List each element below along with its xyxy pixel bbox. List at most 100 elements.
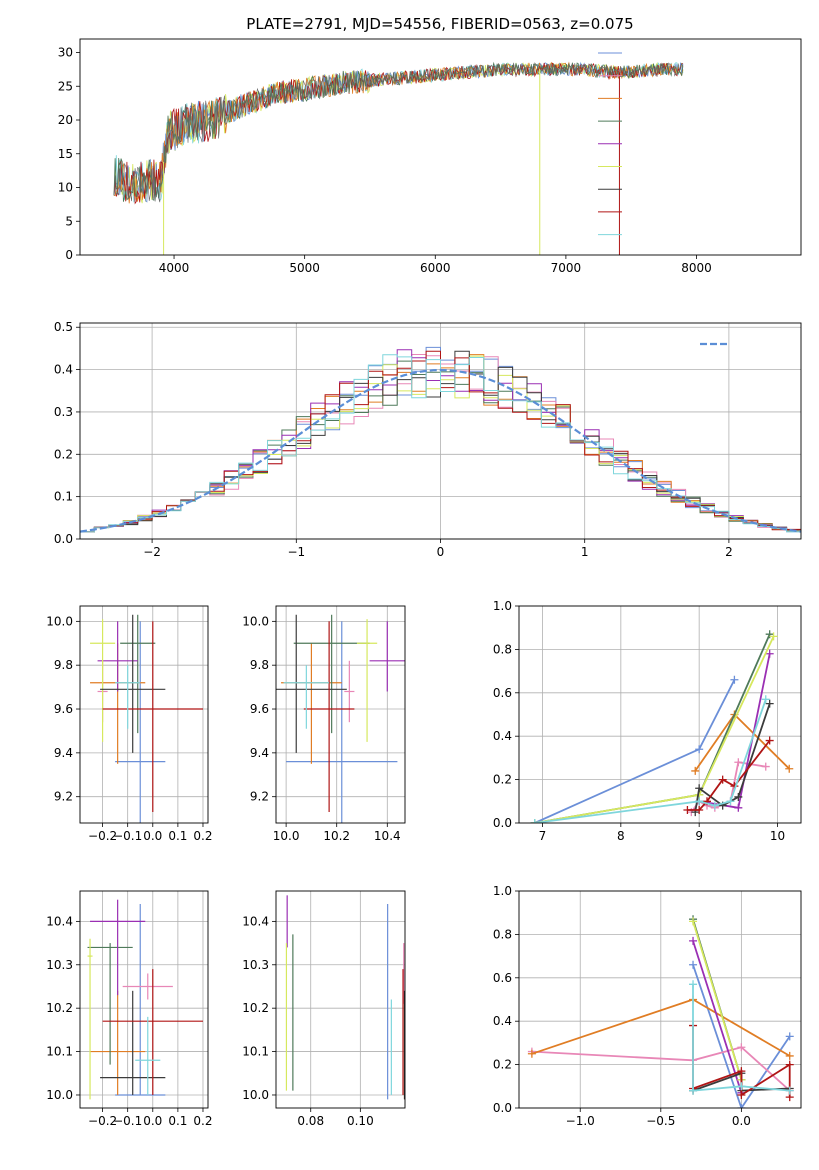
axes-frame	[518, 890, 802, 1109]
y-tick-label: 0.1	[54, 490, 73, 504]
axes-frame	[79, 38, 802, 256]
panel-weight-vs-age: 7 8 9 10 0.0 0.2 0.4 0.6 0.8 1.0	[493, 599, 802, 843]
y-tick-label: 0.4	[493, 729, 512, 743]
y-tick-label: 9.8	[250, 658, 269, 672]
weight-marker	[734, 803, 743, 812]
axes-decor-residuals: −2 −1 0 1 2 0.0 0.1 0.2 0.3 0.4 0.5	[54, 320, 802, 559]
x-tick-label: 10.0	[273, 829, 300, 843]
y-tick-label: 0.6	[493, 971, 512, 985]
y-tick-label: 9.2	[250, 790, 269, 804]
x-tick-label: −2	[143, 545, 161, 559]
histogram-kroupa-stelib	[80, 354, 801, 539]
axes-frame	[275, 605, 406, 824]
x-tick-label: 7000	[551, 261, 582, 275]
panels: 4000 5000 6000 7000 8000 0 5 10 15 20 25 30 −2 −1 0 1 2 0…	[46, 38, 802, 1128]
y-tick-label: 9.6	[250, 702, 269, 716]
weight-marker	[683, 805, 692, 814]
y-tick-label: 0	[65, 248, 73, 262]
weight-marker	[765, 736, 774, 745]
y-tick-label: 9.2	[54, 790, 73, 804]
y-tick-label: 0.3	[54, 405, 73, 419]
y-tick-label: 0.2	[493, 1058, 512, 1072]
y-tick-label: 0.5	[54, 320, 73, 334]
axes-decor-age-vs-mass: 10.0 10.2 10.4 9.2 9.4 9.6 9.8 10.0	[242, 605, 406, 843]
weight-marker	[689, 980, 698, 989]
y-tick-label: 10.3	[46, 958, 73, 972]
weight-line	[692, 964, 791, 1108]
weight-marker	[695, 745, 704, 754]
x-tick-label: 10.2	[323, 829, 350, 843]
y-tick-label: 0.4	[54, 363, 73, 377]
weight-marker	[689, 960, 698, 969]
weight-marker	[695, 797, 704, 806]
x-tick-label: 10	[770, 829, 785, 843]
y-tick-label: 9.6	[54, 702, 73, 716]
weight-marker	[726, 797, 735, 806]
weight-marker	[769, 632, 778, 641]
x-tick-label: 0.10	[347, 1114, 374, 1128]
weight-marker	[737, 1090, 746, 1099]
y-tick-label: 1.0	[493, 884, 512, 898]
axes-decor-weight-vs-Z: −1.0 −0.5 0.0 0.0 0.2 0.4 0.6 0.8 1.0	[493, 884, 802, 1128]
x-tick-label: 0.0	[143, 829, 162, 843]
x-tick-label: 8	[617, 829, 625, 843]
weight-marker	[695, 805, 704, 814]
x-tick-label: 5000	[289, 261, 320, 275]
y-tick-label: 10.0	[46, 614, 73, 628]
axes-decor-mass-vs-Z: −0.2−0.1 0.0 0.1 0.2 10.0 10.1 10.2 10.3 10.4	[46, 890, 213, 1128]
plot-area-weight-vs-age	[530, 630, 794, 823]
panel-age-vs-Z: −0.2−0.1 0.0 0.1 0.2 9.2 9.4 9.6 9.8 10.0	[46, 605, 213, 843]
weight-marker	[737, 1043, 746, 1052]
panel-weight-vs-Z: −1.0 −0.5 0.0 0.0 0.2 0.4 0.6 0.8 1.0	[493, 884, 802, 1128]
gaussian-curve	[80, 368, 801, 533]
y-tick-label: 10.0	[242, 1088, 269, 1102]
spectrum-legend	[598, 52, 622, 236]
plot-area-spectrum	[113, 61, 684, 255]
x-tick-label: 0.0	[143, 1114, 162, 1128]
x-tick-label: 8000	[681, 261, 712, 275]
axes-decor-mass-vs-ebv: 0.08 0.10 10.0 10.1 10.2 10.3 10.4	[242, 890, 406, 1128]
spectrum-line-chabrier-stelib	[113, 62, 684, 203]
x-tick-label: 4000	[159, 261, 190, 275]
weight-marker	[737, 1067, 746, 1076]
y-tick-label: 15	[58, 147, 73, 161]
x-tick-label: 1	[581, 545, 589, 559]
weight-marker	[695, 784, 704, 793]
weight-marker	[527, 1049, 536, 1058]
weight-marker	[530, 819, 539, 823]
weight-marker	[765, 699, 774, 708]
weight-marker	[785, 1051, 794, 1060]
x-tick-label: 10.4	[374, 829, 401, 843]
y-tick-label: 0.0	[493, 1101, 512, 1115]
x-tick-label: 0	[437, 545, 445, 559]
y-tick-label: 0.8	[493, 642, 512, 656]
weight-marker	[785, 1060, 794, 1069]
weight-line	[531, 1046, 791, 1092]
spectrum-line-kroupa-miles	[113, 61, 684, 204]
y-tick-label: 9.8	[54, 658, 73, 672]
y-tick-label: 1.0	[493, 599, 512, 613]
x-tick-label: −1	[287, 545, 305, 559]
y-tick-label: 10.1	[242, 1045, 269, 1059]
x-tick-label: −0.1	[113, 1114, 142, 1128]
weight-line	[692, 921, 743, 1081]
y-tick-label: 10.1	[46, 1045, 73, 1059]
y-tick-label: 0.2	[493, 773, 512, 787]
axes-frame	[79, 890, 209, 1109]
axes-decor-spectrum: 4000 5000 6000 7000 8000 0 5 10 15 20 25 30	[58, 38, 802, 275]
x-tick-label: 0.1	[168, 829, 187, 843]
y-tick-label: 20	[58, 113, 73, 127]
weight-line	[534, 633, 771, 823]
x-tick-label: −0.2	[88, 829, 117, 843]
weight-marker	[689, 917, 698, 926]
y-tick-label: 25	[58, 79, 73, 93]
weight-marker	[785, 1086, 794, 1095]
weight-marker	[730, 675, 739, 684]
weight-marker	[734, 792, 743, 801]
y-tick-label: 30	[58, 46, 73, 60]
weight-marker	[765, 649, 774, 658]
weight-marker	[737, 1082, 746, 1091]
weight-marker	[691, 766, 700, 775]
y-tick-label: 0.0	[493, 816, 512, 830]
y-tick-label: 9.4	[54, 746, 73, 760]
